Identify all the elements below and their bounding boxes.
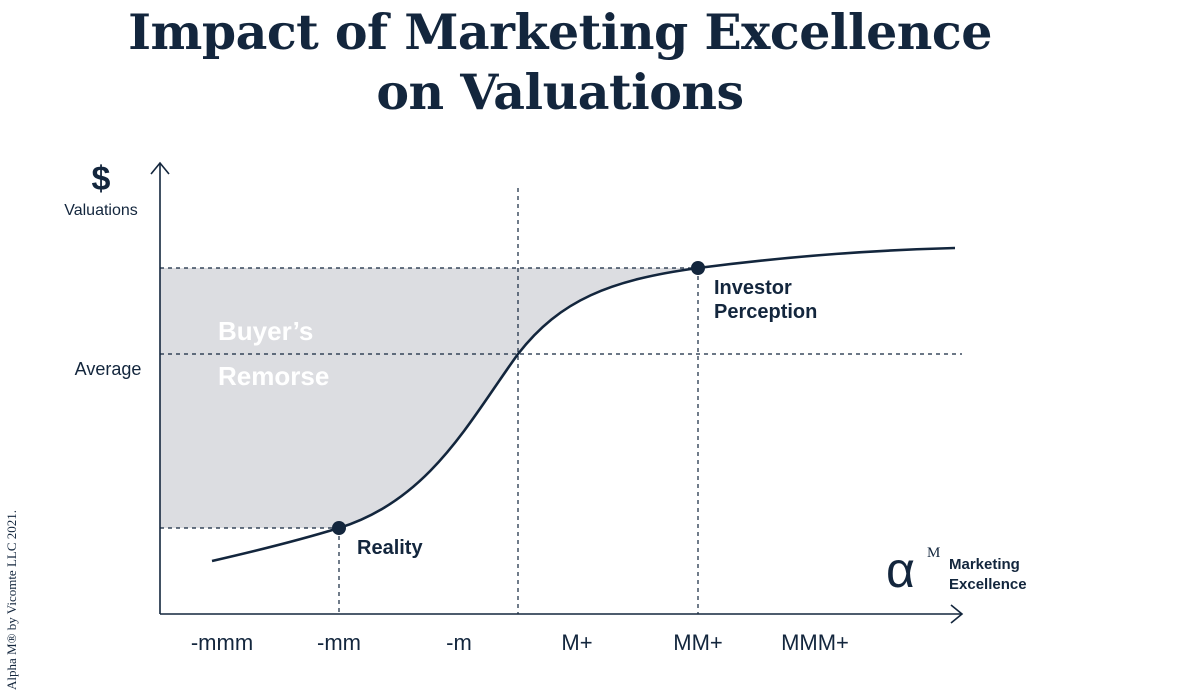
- x-tick-label: MMM+: [781, 630, 849, 655]
- x-axis-arrow: [950, 604, 964, 624]
- x-tick-label: -m: [446, 630, 472, 655]
- y-axis-label: Valuations: [64, 202, 138, 219]
- y-axis-arrow: [150, 161, 170, 175]
- alpha-superscript: M: [927, 545, 940, 561]
- x-tick-label: M+: [561, 630, 592, 655]
- investor-label-line-2: Perception: [714, 301, 817, 323]
- title-line-1: Impact of Marketing Excellence: [128, 3, 992, 61]
- x-tick-label: -mmm: [191, 630, 253, 655]
- x-tick-label: -mm: [317, 630, 361, 655]
- x-tick-label: MM+: [673, 630, 723, 655]
- x-axis-label-line-1: Marketing: [949, 556, 1020, 573]
- page-title: Impact of Marketing Excellence on Valuat…: [0, 2, 1120, 122]
- region-label-line-2: Remorse: [218, 361, 329, 391]
- x-axis-label-line-2: Excellence: [949, 576, 1027, 593]
- copyright-note: Alpha M® by Vicomte LLC 2021.: [4, 509, 19, 690]
- average-label: Average: [75, 359, 142, 379]
- alpha-symbol: α: [886, 542, 915, 598]
- valuation-curve: [211, 246, 956, 563]
- dollar-symbol: $: [92, 160, 111, 198]
- buyers-remorse-region: [160, 268, 698, 528]
- title-line-2: on Valuations: [376, 63, 744, 121]
- reality-point: [332, 521, 346, 535]
- reality-label: Reality: [357, 537, 423, 559]
- investor-perception-point: [691, 261, 705, 275]
- region-label-line-1: Buyer’s: [218, 316, 313, 346]
- investor-label-line-1: Investor: [714, 277, 792, 299]
